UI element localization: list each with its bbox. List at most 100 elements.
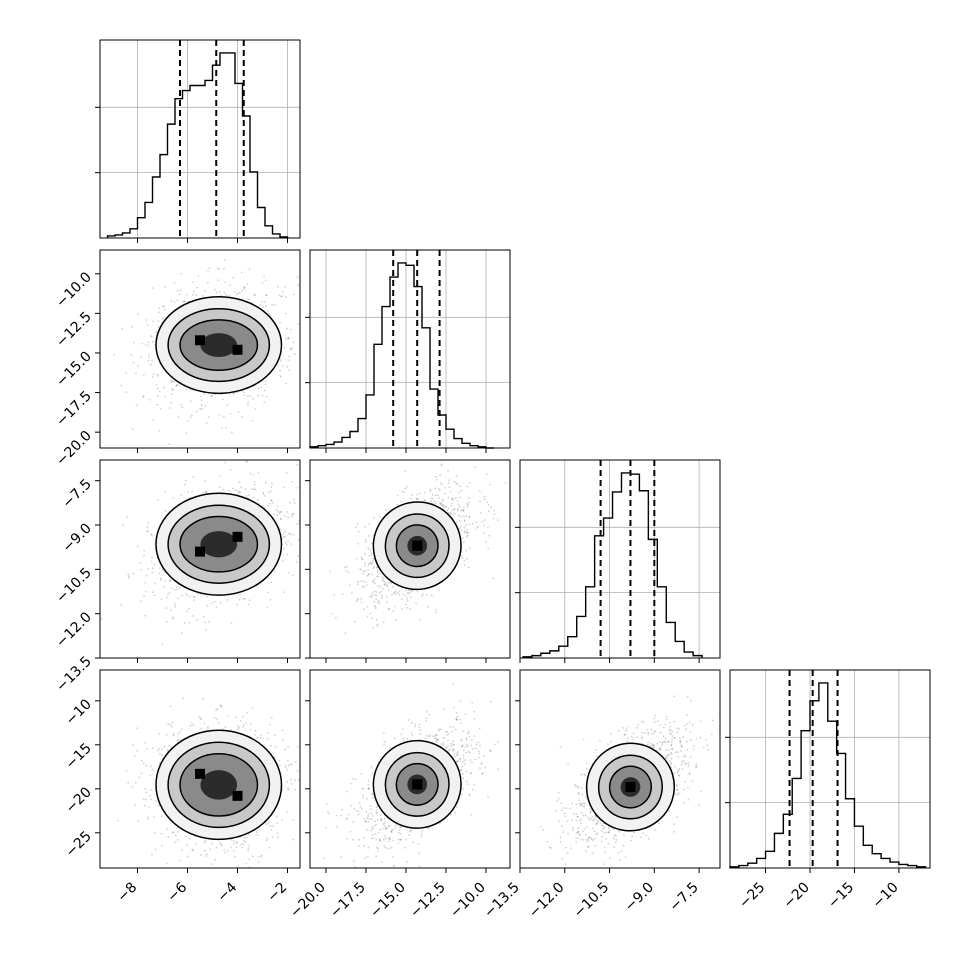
scatter-point (148, 806, 151, 808)
scatter-point (376, 601, 379, 604)
scatter-point (468, 501, 470, 504)
scatter-point (297, 284, 300, 287)
scatter-point (198, 716, 201, 719)
scatter-point (243, 286, 246, 288)
scatter-point (131, 325, 133, 328)
scatter-point (291, 348, 293, 350)
scatter-point (216, 718, 218, 721)
scatter-point (406, 607, 409, 609)
scatter-point (372, 581, 374, 584)
scatter-point (369, 549, 372, 551)
scatter-point (441, 484, 444, 486)
scatter-point (218, 486, 221, 489)
scatter-point (260, 386, 263, 389)
scatter-point (257, 861, 260, 863)
scatter-point (231, 431, 233, 434)
scatter-point (146, 530, 149, 532)
scatter-point (382, 827, 385, 830)
scatter-point (283, 547, 285, 550)
scatter-point (364, 570, 367, 572)
scatter-point (442, 504, 445, 506)
scatter-point (147, 521, 150, 524)
density-contour (200, 531, 238, 558)
scatter-point (462, 773, 464, 776)
scatter-point (275, 815, 278, 818)
scatter-point (455, 718, 458, 721)
scatter-point (294, 760, 297, 763)
scatter-point (440, 504, 443, 506)
scatter-point (215, 291, 218, 294)
scatter-point (181, 594, 184, 597)
scatter-point (270, 829, 273, 831)
scatter-point (291, 481, 294, 483)
scatter-point (236, 725, 239, 727)
scatter-point (161, 643, 164, 646)
scatter-point (262, 306, 264, 308)
scatter-point (468, 515, 471, 518)
scatter-point (445, 747, 448, 750)
scatter-point (169, 578, 172, 580)
scatter-point (351, 592, 353, 594)
scatter-point (379, 814, 382, 816)
scatter-point (274, 734, 277, 736)
scatter-point (331, 612, 334, 615)
scatter-point (475, 521, 478, 524)
scatter-point (372, 815, 374, 817)
pair-panel-content (329, 463, 507, 635)
scatter-point (287, 540, 289, 543)
scatter-point (243, 598, 246, 600)
scatter-point (136, 727, 139, 730)
scatter-point (259, 304, 262, 306)
scatter-point (140, 759, 143, 762)
scatter-point (289, 501, 291, 504)
scatter-point (257, 394, 259, 397)
scatter-point (134, 754, 136, 757)
hist-step-line (106, 52, 289, 238)
scatter-point (409, 591, 411, 594)
scatter-point (174, 589, 176, 591)
scatter-point (335, 617, 337, 619)
scatter-point (237, 728, 240, 731)
pair-panel-3_0 (99, 669, 301, 869)
scatter-point (138, 776, 141, 779)
scatter-point (164, 286, 167, 288)
scatter-point (178, 293, 181, 296)
scatter-point (252, 496, 255, 499)
scatter-point (404, 470, 406, 473)
scatter-point (381, 597, 383, 599)
scatter-point (293, 498, 296, 501)
scatter-point (490, 506, 492, 509)
scatter-point (144, 788, 147, 791)
scatter-point (287, 764, 290, 767)
scatter-point (453, 508, 456, 510)
scatter-point (446, 509, 449, 512)
scatter-point (232, 840, 235, 842)
scatter-point (477, 525, 479, 528)
scatter-point (151, 376, 154, 379)
scatter-point (287, 359, 290, 361)
scatter-point (243, 394, 246, 397)
scatter-point (125, 769, 128, 772)
scatter-point (278, 294, 281, 297)
scatter-point (157, 749, 160, 752)
scatter-point (406, 592, 409, 594)
scatter-point (463, 526, 466, 529)
scatter-point (260, 854, 263, 857)
scatter-point (195, 410, 198, 413)
scatter-point (340, 814, 343, 817)
scatter-point (400, 826, 402, 829)
pair-panel-3_1 (309, 669, 511, 869)
scatter-point (207, 728, 209, 730)
scatter-point (151, 287, 154, 289)
scatter-point (349, 584, 351, 586)
scatter-point (289, 778, 292, 781)
scatter-point (218, 414, 221, 416)
scatter-point (375, 594, 378, 597)
hist-panel-bg (100, 40, 300, 238)
scatter-point (451, 502, 453, 505)
scatter-point (176, 289, 179, 292)
scatter-point (158, 311, 161, 314)
scatter-point (241, 289, 243, 292)
scatter-point (276, 822, 279, 825)
scatter-point (377, 571, 379, 574)
